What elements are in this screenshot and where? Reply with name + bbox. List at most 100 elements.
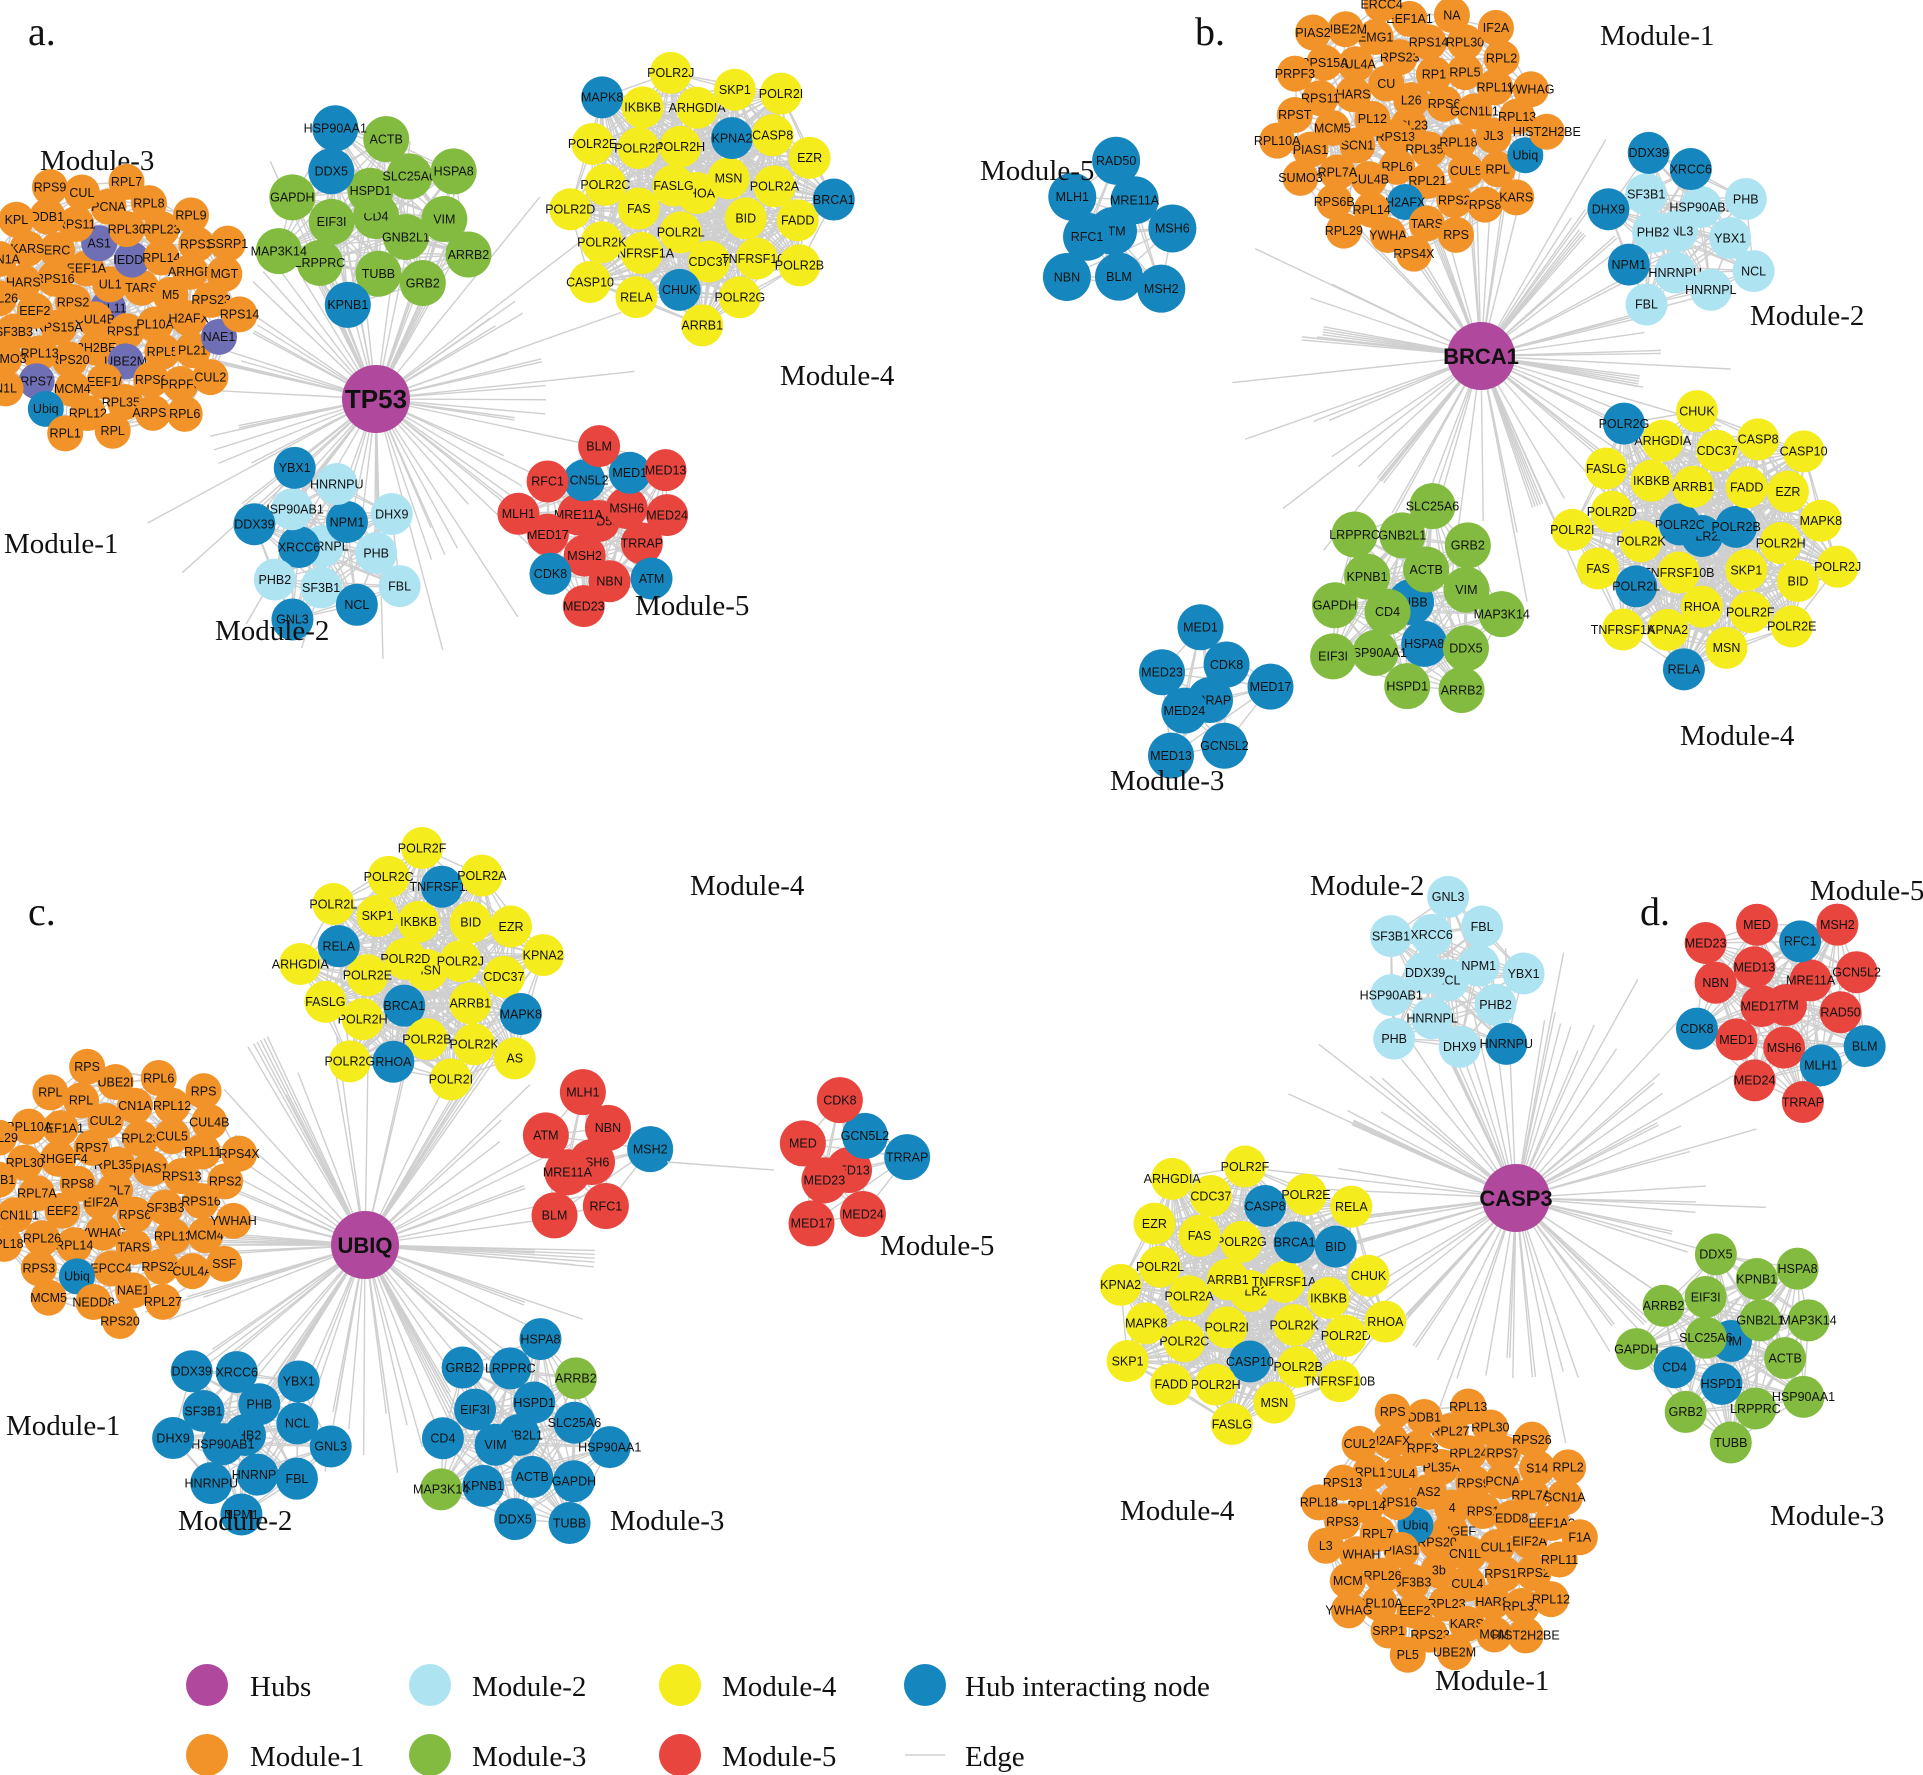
svg-text:POLR2G: POLR2G [714,291,765,305]
svg-text:M5: M5 [162,288,179,302]
svg-text:HSP90AA1: HSP90AA1 [578,1440,641,1454]
svg-text:POLR2J: POLR2J [647,66,694,80]
svg-text:MCM4: MCM4 [187,1228,224,1242]
svg-text:POLR2D: POLR2D [380,952,430,966]
svg-text:ARHGDIA: ARHGDIA [272,957,330,971]
svg-text:IKBKB: IKBKB [1633,474,1670,488]
svg-text:DDB1: DDB1 [0,1173,15,1187]
svg-text:MLH1: MLH1 [566,1085,599,1099]
svg-text:NEDD8: NEDD8 [72,1295,114,1309]
svg-text:RFC1: RFC1 [1071,230,1104,244]
svg-text:FADD: FADD [781,214,814,228]
svg-text:RPS2: RPS2 [1438,193,1471,207]
svg-text:XRCC6: XRCC6 [216,1365,258,1379]
svg-text:DDX5: DDX5 [1449,641,1482,655]
svg-text:MSH2: MSH2 [1820,918,1855,932]
svg-text:KPNB1: KPNB1 [1347,570,1388,584]
svg-text:DDX39: DDX39 [1405,966,1445,980]
svg-text:FASLG: FASLG [305,995,345,1009]
svg-text:VIM: VIM [433,212,455,226]
svg-text:MLH1: MLH1 [1804,1059,1837,1073]
svg-text:YBX1: YBX1 [1714,231,1746,245]
svg-text:GRB2: GRB2 [406,276,440,290]
svg-text:MSH2: MSH2 [567,549,602,563]
svg-text:MSN: MSN [715,172,743,186]
svg-text:RFC1: RFC1 [1784,935,1817,949]
svg-text:Module-2: Module-2 [178,1505,292,1537]
svg-text:ACTB: ACTB [370,132,403,146]
svg-text:Module-2: Module-2 [215,615,329,647]
svg-text:SKP1: SKP1 [362,909,394,923]
svg-text:POLR2C: POLR2C [580,178,630,192]
svg-text:UBE2I: UBE2I [97,1075,133,1089]
svg-text:ARRB2: ARRB2 [1441,683,1483,697]
svg-text:MAP3K14: MAP3K14 [1474,607,1530,621]
svg-text:RPS2: RPS2 [209,1175,242,1189]
svg-text:NCL: NCL [1741,264,1766,278]
svg-text:NPM1: NPM1 [1611,258,1646,272]
svg-text:POLR2E: POLR2E [1767,620,1816,634]
svg-text:Module-1: Module-1 [4,528,118,560]
svg-text:DHX9: DHX9 [375,507,408,521]
svg-text:MSH6: MSH6 [1767,1041,1802,1055]
svg-text:CDK8: CDK8 [823,1093,856,1107]
svg-text:ERC: ERC [44,243,70,257]
svg-text:MAPK8: MAPK8 [1800,514,1842,528]
svg-text:MLH1: MLH1 [1056,190,1089,204]
svg-text:RPL26: RPL26 [0,292,18,306]
svg-text:MED13: MED13 [645,463,687,477]
svg-text:RPL30: RPL30 [1446,36,1484,50]
svg-text:MLH1: MLH1 [502,507,535,521]
svg-text:MED23: MED23 [1685,936,1727,950]
svg-text:RPS4X: RPS4X [1393,247,1435,261]
svg-text:RPS9: RPS9 [34,180,67,194]
svg-text:POLR2F: POLR2F [614,141,663,155]
svg-text:PRPF3: PRPF3 [1275,67,1315,81]
svg-text:CN1A: CN1A [118,1099,152,1113]
svg-text:EIF3I: EIF3I [460,1403,490,1417]
svg-text:L26: L26 [1401,93,1422,107]
svg-text:RELA: RELA [322,939,355,953]
svg-text:DDX39: DDX39 [172,1365,212,1379]
svg-text:YBX1: YBX1 [283,1375,315,1389]
svg-text:POLR2K: POLR2K [1616,535,1666,549]
svg-text:RPL5: RPL5 [147,345,178,359]
svg-text:BID: BID [460,916,481,930]
svg-text:POLR2B: POLR2B [775,259,824,273]
svg-text:BID: BID [1788,574,1809,588]
svg-text:CASP8: CASP8 [1738,433,1779,447]
svg-text:MCM4: MCM4 [54,382,91,396]
svg-text:EEF2: EEF2 [47,1204,78,1218]
svg-text:DDX39: DDX39 [1629,146,1669,160]
svg-text:NPM1: NPM1 [1461,959,1496,973]
svg-text:RPS: RPS [191,1084,217,1098]
svg-text:PHB: PHB [363,546,389,560]
svg-text:MED17: MED17 [527,528,569,542]
svg-text:MRE11A: MRE11A [1110,194,1160,208]
svg-text:MSN: MSN [1713,641,1741,655]
svg-text:CUL5: CUL5 [1450,164,1482,178]
svg-text:SKP1: SKP1 [1730,563,1762,577]
svg-text:EZR: EZR [498,920,523,934]
svg-text:GAPDH: GAPDH [1313,599,1357,613]
svg-text:FBL: FBL [388,579,411,593]
svg-text:MED23: MED23 [563,599,605,613]
svg-text:POLR2C: POLR2C [364,870,414,884]
svg-text:RPS: RPS [1443,228,1469,242]
svg-text:RPS20: RPS20 [100,1314,140,1328]
svg-text:SLC25A6: SLC25A6 [382,170,436,184]
svg-text:DDX5: DDX5 [499,1512,532,1526]
svg-text:PL21: PL21 [178,344,207,358]
svg-text:TARS: TARS [1411,217,1443,231]
svg-text:POLR2L: POLR2L [657,226,705,240]
svg-text:POLR2J: POLR2J [1814,560,1861,574]
svg-text:NBN: NBN [1054,270,1080,284]
svg-text:KPL: KPL [5,213,29,227]
svg-text:IKBKB: IKBKB [624,101,661,115]
svg-text:DDX5: DDX5 [315,164,348,178]
svg-text:GAPDH: GAPDH [270,191,314,205]
svg-text:RPL: RPL [69,1094,93,1108]
svg-text:TP53: TP53 [345,384,407,414]
svg-text:MED24: MED24 [1734,1074,1776,1088]
svg-text:TNFRSF1A: TNFRSF1A [1591,623,1656,637]
